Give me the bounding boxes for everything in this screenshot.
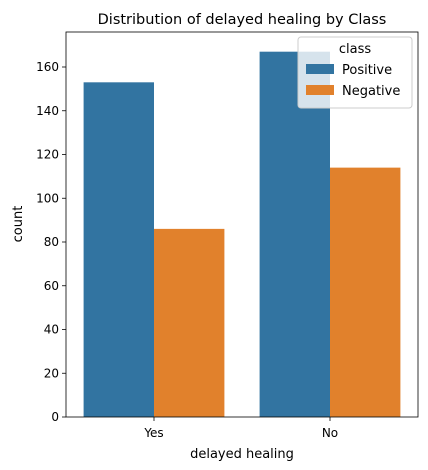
x-tick-label: Yes xyxy=(143,426,163,440)
x-axis-label: delayed healing xyxy=(190,447,294,462)
legend-swatch-negative xyxy=(306,85,334,95)
legend: class Positive Negative xyxy=(297,36,413,109)
y-tick-label: 60 xyxy=(44,279,59,293)
plot-area: 0 20 40 60 80 100 120 140 160 Yes No xyxy=(36,31,419,440)
y-tick-label: 100 xyxy=(36,191,59,205)
y-tick-label: 140 xyxy=(36,104,59,118)
bar-positive-no xyxy=(259,51,330,417)
legend-label-negative: Negative xyxy=(342,84,400,99)
legend-label-positive: Positive xyxy=(342,63,392,78)
y-tick-label: 80 xyxy=(44,235,59,249)
y-tick-label: 40 xyxy=(44,323,59,337)
chart-title: Distribution of delayed healing by Class xyxy=(98,12,387,28)
bar-negative-yes xyxy=(154,228,225,417)
y-tick-label: 20 xyxy=(44,366,59,380)
legend-swatch-positive xyxy=(306,64,334,74)
axes-frame xyxy=(65,31,419,418)
bar-negative-no xyxy=(330,167,401,417)
y-axis-label: count xyxy=(11,206,26,243)
legend-title: class xyxy=(339,42,371,57)
x-tick-label: No xyxy=(322,426,338,440)
bar-positive-yes xyxy=(83,82,154,417)
y-tick-label: 0 xyxy=(51,410,59,424)
y-tick-label: 120 xyxy=(36,148,59,162)
y-tick-label: 160 xyxy=(36,60,59,74)
